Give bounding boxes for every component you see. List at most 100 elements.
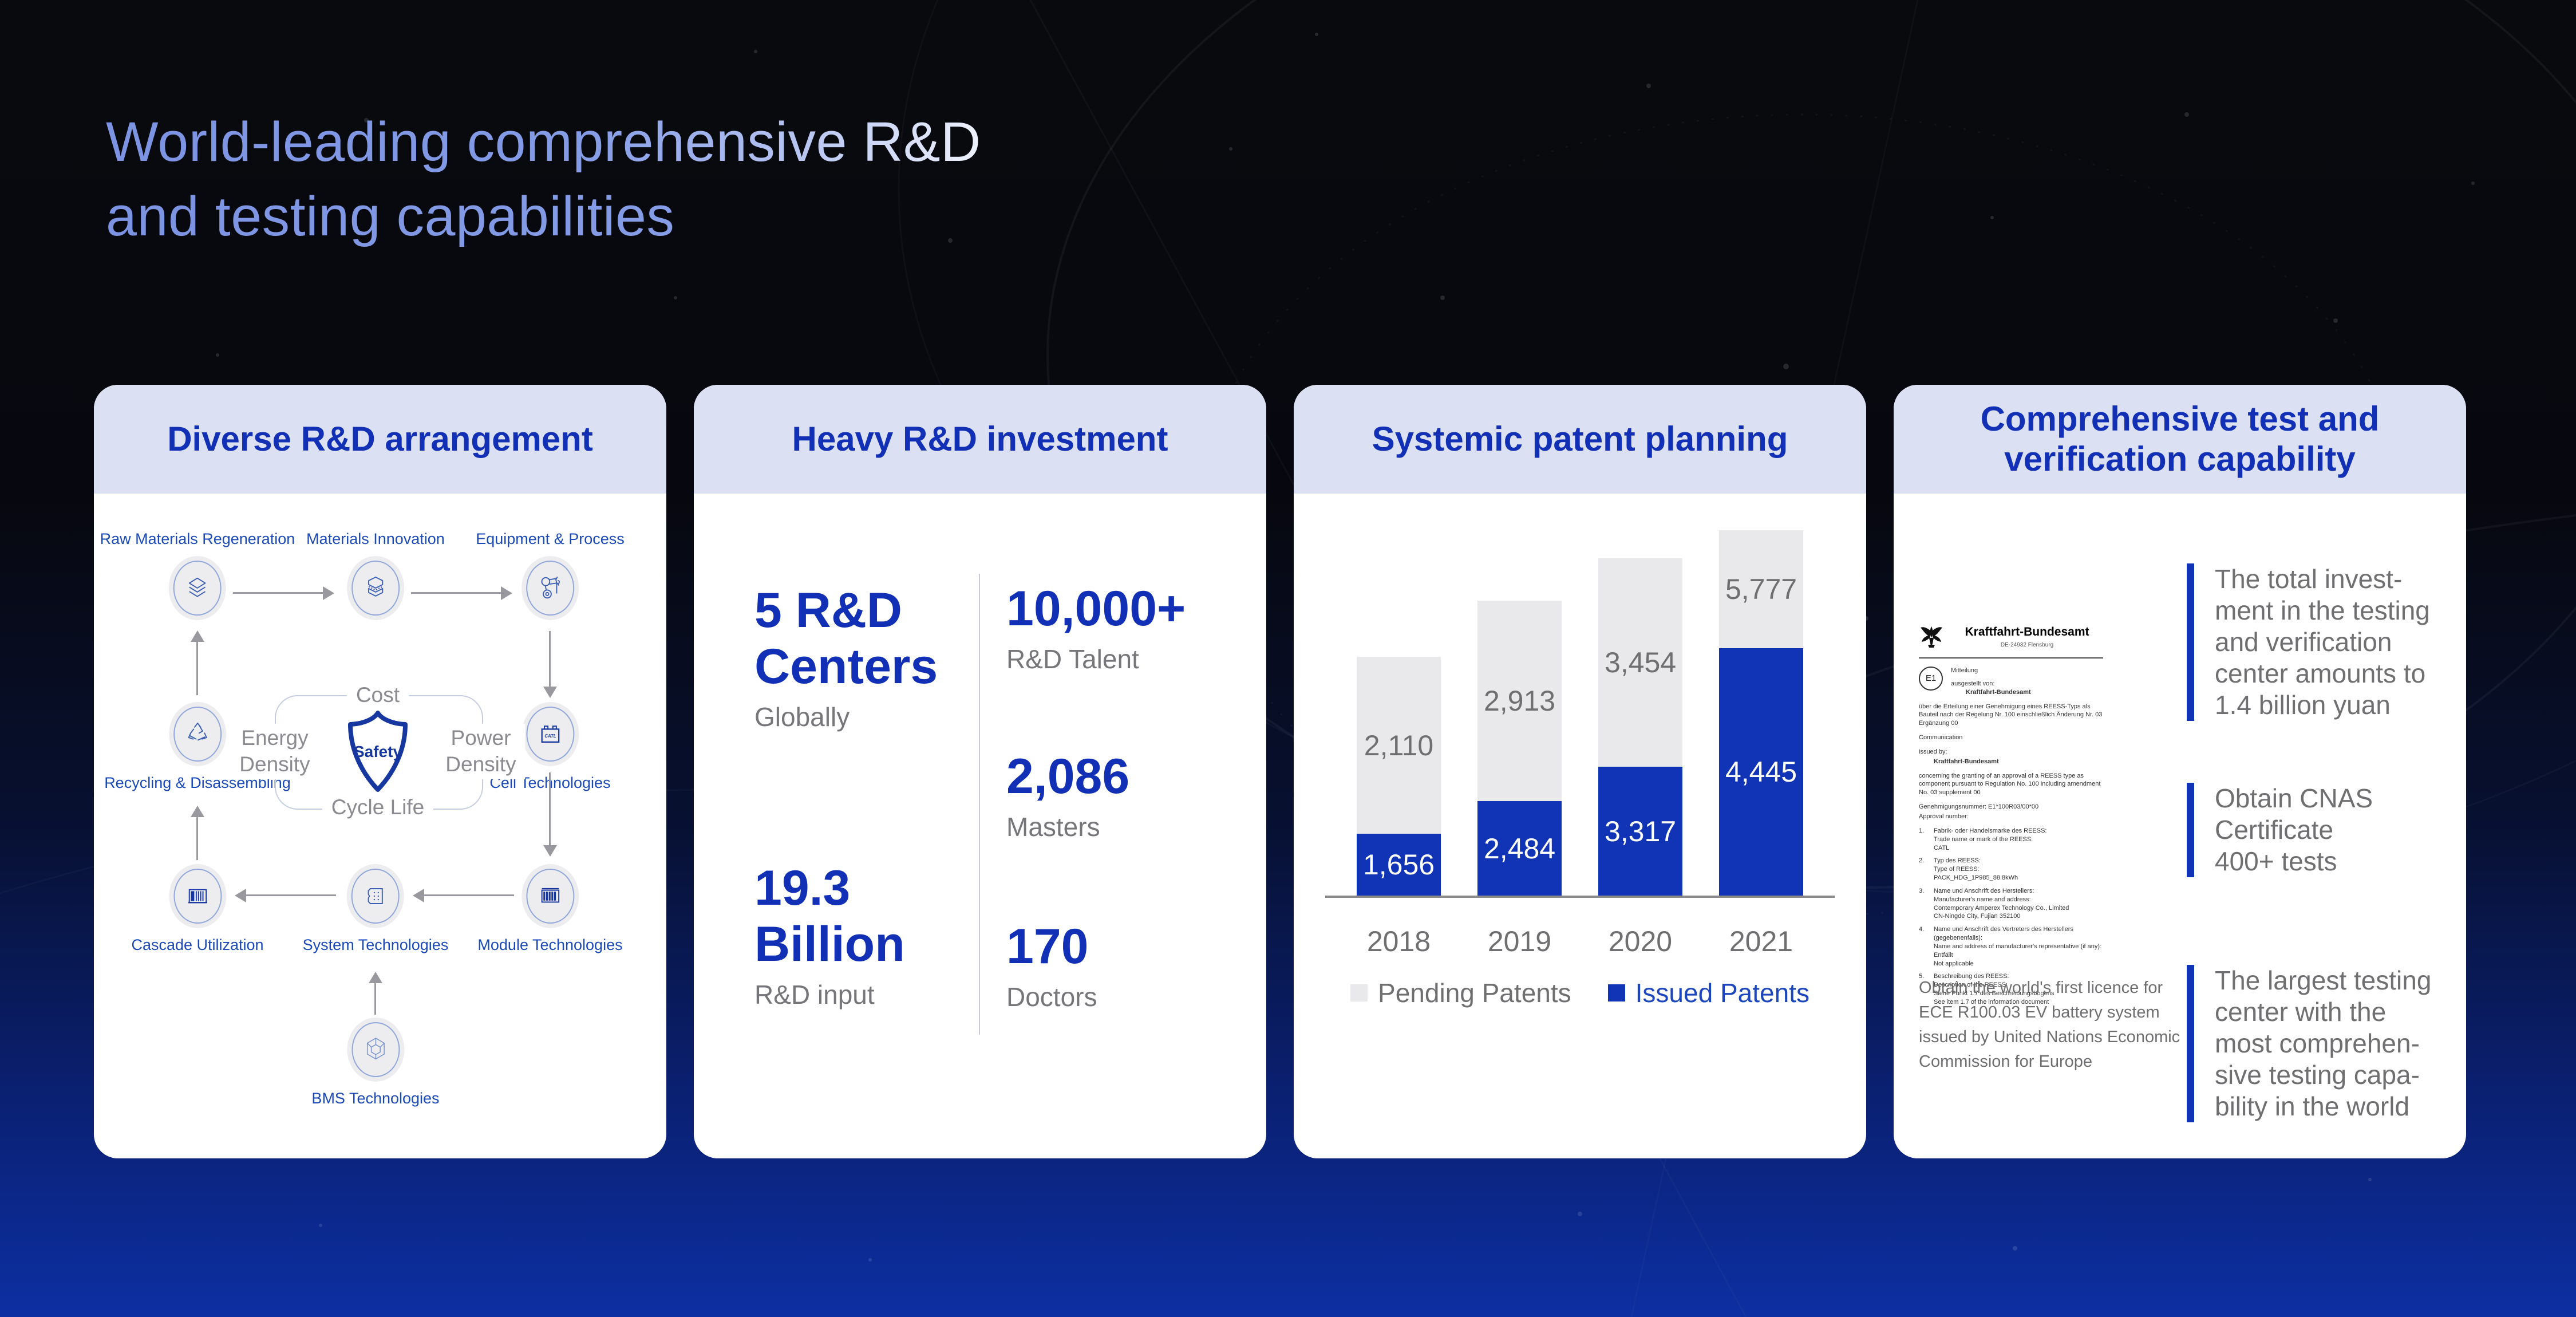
card-patent-planning-title: Systemic patent planning	[1294, 385, 1866, 494]
chart-x-axis	[1325, 896, 1835, 898]
stat-rd-centers-label: Globally	[754, 702, 850, 732]
cert-issued-en-by: Kraftfahrt-Bundesamt	[1934, 758, 1999, 765]
safety-shield: Safety	[343, 708, 412, 794]
node-recycling: Recycling & Disassembling	[104, 702, 291, 792]
cert-approval-en: Approval number:	[1919, 813, 1969, 820]
stat-rd-input-label: R&D input	[754, 980, 875, 1010]
cost-label: Cost	[346, 680, 409, 710]
raw-materials-label: Raw Materials Regeneration	[100, 530, 295, 547]
node-system-technologies: System Technologies	[302, 864, 449, 954]
energy-density-label: Energy Density	[230, 723, 319, 779]
stat-rd-talent-label: R&D Talent	[1006, 644, 1139, 674]
highlight-investment: The total invest- ment in the testing an…	[2187, 563, 2430, 721]
safety-label: Safety	[354, 743, 402, 760]
chart-year-labels: 2018 2019 2020 2021	[1294, 925, 1866, 958]
raw-materials-icon	[168, 556, 226, 620]
cert-item-2: 2. Typ des REESS: Type of REESS: PACK_HD…	[1919, 857, 2018, 882]
rd-diagram: Raw Materials Regeneration Materials Inn…	[94, 494, 666, 1158]
page-title: World-leading comprehensive R&D and test…	[106, 105, 981, 254]
stat-rd-input-value: 19.3 Billion	[754, 861, 905, 972]
year-2018: 2018	[1366, 925, 1431, 957]
stat-rd-talent: 10,000+ R&D Talent	[1006, 581, 1186, 675]
page-title-line2: and testing capabilities	[106, 179, 981, 254]
patent-chart: 2,110 1,656 2,913 2,484 3,454 3,317 5,77…	[1294, 494, 1866, 1158]
cert-item-5: 5. Beschreibung des REESS: Description o…	[1919, 973, 2055, 1006]
card-rd-investment: Heavy R&D investment 5 R&D Centers Globa…	[694, 385, 1266, 1158]
e1-mark: E1	[1919, 667, 1943, 691]
arrow-system-to-cascade	[244, 894, 336, 896]
stats-divider	[979, 574, 980, 1035]
year-2019: 2019	[1487, 925, 1552, 957]
ece-footnote: Obtain the world's first licence for ECE…	[1919, 979, 2180, 1071]
cert-issued-en: issued by:	[1919, 748, 1947, 755]
bar-2019: 2,913 2,484	[1477, 601, 1562, 896]
arrow-module-to-system	[422, 894, 514, 896]
year-2020: 2020	[1608, 925, 1673, 957]
arrow-materials-to-equipment	[411, 592, 503, 594]
legend-pending-swatch	[1350, 984, 1368, 1001]
bar-2020: 3,454 3,317	[1598, 558, 1682, 896]
card-rd-investment-title: Heavy R&D investment	[694, 385, 1266, 494]
svg-text:CATL: CATL	[544, 734, 556, 739]
node-materials-innovation: Materials Innovation	[306, 530, 445, 620]
cert-item-3: 3. Name und Anschrift des Herstellers: M…	[1919, 887, 2069, 920]
cert-issued-de-by: Kraftfahrt-Bundesamt	[1966, 688, 2031, 696]
equipment-process-icon	[521, 556, 579, 620]
chart-bars: 2,110 1,656 2,913 2,484 3,454 3,317 5,77…	[1294, 530, 1866, 896]
system-technologies-icon	[347, 864, 404, 928]
highlight-largest-center: The largest testing center with the most…	[2187, 965, 2431, 1122]
equipment-process-label: Equipment & Process	[476, 530, 625, 547]
legend-issued: Issued Patents	[1607, 977, 1809, 1008]
stat-rd-input: 19.3 Billion R&D input	[754, 860, 905, 1010]
stat-rd-centers-value: 5 R&D Centers	[754, 583, 938, 694]
stat-masters-value: 2,086	[1006, 749, 1130, 804]
node-raw-materials: Raw Materials Regeneration	[100, 530, 295, 620]
bms-technologies-label: BMS Technologies	[311, 1090, 440, 1107]
legend-issued-label: Issued Patents	[1635, 978, 1809, 1008]
cert-issued-de: ausgestellt von:	[1951, 680, 1995, 687]
node-bms-technologies: BMS Technologies	[311, 1018, 440, 1107]
arrow-bms-to-system	[374, 981, 376, 1015]
arrow-cell-to-module	[549, 772, 551, 847]
stat-doctors: 170 Doctors	[1006, 918, 1097, 1012]
bar-2020-pending: 3,454	[1598, 558, 1682, 767]
highlight-investment-bar	[2187, 563, 2194, 721]
stat-doctors-value: 170	[1006, 919, 1089, 974]
year-2021: 2021	[1729, 925, 1793, 957]
bar-2019-issued: 2,484	[1477, 801, 1562, 896]
bms-technologies-icon	[346, 1018, 404, 1082]
module-technologies-icon	[521, 864, 579, 928]
materials-innovation-icon	[346, 556, 404, 620]
arrow-raw-to-materials	[233, 592, 325, 594]
bar-2018-pending: 2,110	[1357, 657, 1441, 834]
highlight-largest-center-text: The largest testing center with the most…	[2215, 965, 2432, 1121]
stat-masters: 2,086 Masters	[1006, 748, 1129, 842]
cert-item-1: 1. Fabrik- oder Handelsmarke des REESS: …	[1919, 827, 2047, 851]
system-technologies-label: System Technologies	[302, 936, 449, 953]
cert-communication: Communication	[1919, 734, 1963, 742]
materials-innovation-label: Materials Innovation	[306, 530, 445, 547]
page-title-line1: World-leading comprehensive R&D	[106, 105, 981, 179]
card-test-capability: Comprehensive test and verification capa…	[1894, 385, 2466, 1158]
card-rd-arrangement-title: Diverse R&D arrangement	[94, 385, 666, 494]
stat-rd-centers: 5 R&D Centers Globally	[754, 582, 938, 732]
bar-2020-issued: 3,317	[1598, 767, 1682, 896]
cert-approval-de: Genehmigungsnummer: E1*100R03/00*00	[1919, 803, 2039, 811]
legend-pending-label: Pending Patents	[1378, 978, 1571, 1008]
bar-2018-issued: 1,656	[1357, 834, 1441, 896]
bar-2021-pending: 5,777	[1719, 530, 1803, 648]
power-density-label: Power Density	[436, 723, 526, 779]
cascade-label: Cascade Utilization	[131, 936, 264, 953]
arrow-cascade-to-recycling	[196, 815, 198, 860]
module-technologies-label: Module Technologies	[477, 936, 623, 953]
highlight-cnas-bar	[2187, 783, 2194, 877]
chart-legend: Pending Patents Issued Patents	[1294, 977, 1866, 1008]
arrow-equipment-to-cell	[549, 631, 551, 688]
node-equipment-process: Equipment & Process	[476, 530, 625, 620]
cascade-icon	[168, 864, 226, 928]
arrow-recycling-to-raw	[196, 640, 198, 695]
node-cascade: Cascade Utilization	[131, 864, 264, 954]
bar-2018: 2,110 1,656	[1357, 657, 1441, 896]
legend-issued-swatch	[1607, 984, 1625, 1001]
node-module-technologies: Module Technologies	[477, 864, 623, 954]
